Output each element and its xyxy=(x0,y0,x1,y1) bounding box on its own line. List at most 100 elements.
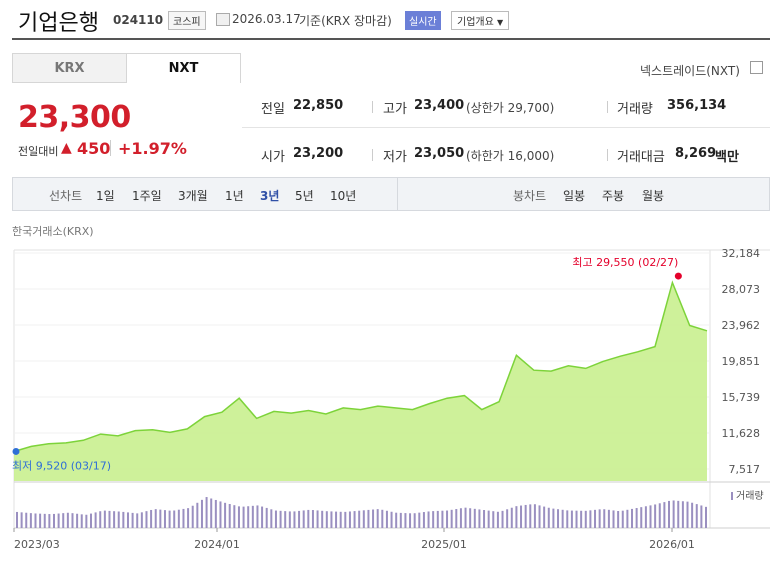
volume-bar xyxy=(29,513,32,528)
tab-krx[interactable]: KRX xyxy=(12,53,127,83)
volume-bar xyxy=(668,500,671,528)
x-tick-label: 2024/01 xyxy=(194,538,240,551)
volume-bar xyxy=(251,505,254,528)
volume-bar xyxy=(265,507,268,528)
volume-bar xyxy=(219,501,222,528)
volume-bar xyxy=(237,506,240,528)
stock-code: 024110 xyxy=(113,13,164,27)
volume-bar xyxy=(598,509,601,528)
volume-bar xyxy=(589,510,592,528)
candle-monthly[interactable]: 월봉 xyxy=(642,189,665,203)
volume-bar xyxy=(311,510,314,528)
divider xyxy=(372,149,373,161)
open-label: 시가 xyxy=(261,150,285,165)
divider xyxy=(397,178,398,210)
volume-bar xyxy=(691,502,694,528)
volume-bar xyxy=(80,514,83,528)
volume-bar xyxy=(547,507,550,528)
divider xyxy=(607,101,608,113)
volume-bar xyxy=(700,505,703,528)
volume-bar xyxy=(432,511,435,528)
period-3y[interactable]: 3년 xyxy=(260,189,280,203)
volume-bar xyxy=(136,513,139,528)
realtime-button[interactable]: 실시간 xyxy=(405,11,441,30)
volume-bar xyxy=(409,513,412,528)
current-price: 23,300 xyxy=(18,100,131,135)
volume-bar xyxy=(191,505,194,528)
company-info-label: 기업개요 xyxy=(457,17,494,28)
volume-bar xyxy=(469,508,472,528)
volume-legend-swatch xyxy=(731,492,733,500)
volume-bar xyxy=(372,509,375,528)
nextrade-checkbox[interactable] xyxy=(750,61,763,74)
volume-bar xyxy=(594,509,597,528)
volume-bar xyxy=(168,510,171,528)
x-tick-label: 2025/01 xyxy=(421,538,467,551)
volume-bar xyxy=(607,509,610,528)
volume-bar xyxy=(658,503,661,528)
chevron-down-icon: ▼ xyxy=(497,18,504,27)
period-1d[interactable]: 1일 xyxy=(96,189,115,203)
volume-bar xyxy=(205,497,208,528)
volume-bar xyxy=(395,512,398,528)
change-amount: 450 xyxy=(77,139,111,158)
volume-bar xyxy=(427,511,430,528)
volume-bar xyxy=(404,513,407,528)
volume-bar xyxy=(529,504,532,528)
volume-bar xyxy=(274,510,277,528)
volume-bar xyxy=(330,511,333,528)
volume-bar xyxy=(677,500,680,528)
up-arrow-icon: ▲ xyxy=(61,140,72,156)
x-tick-label: 2023/03 xyxy=(14,538,60,551)
candle-daily[interactable]: 일봉 xyxy=(563,189,586,203)
volume-bar xyxy=(16,511,18,528)
volume-bar xyxy=(99,511,102,528)
lower-limit: (하한가 16,000) xyxy=(466,149,555,163)
volume-bar xyxy=(154,509,157,528)
candle-chart-label: 봉차트 xyxy=(513,189,547,203)
calendar-icon xyxy=(216,13,230,26)
volume-bar xyxy=(233,505,236,528)
volume-bar xyxy=(390,511,393,528)
volume-bar xyxy=(413,513,416,528)
y-tick-label: 7,517 xyxy=(729,463,761,476)
period-1w[interactable]: 1주일 xyxy=(132,189,162,203)
y-tick-label: 15,739 xyxy=(722,391,761,404)
volume-bar xyxy=(126,512,129,528)
volume-bar xyxy=(492,511,495,528)
volume-bar xyxy=(446,510,449,528)
period-10y[interactable]: 10년 xyxy=(330,189,357,203)
price-area xyxy=(14,282,707,481)
high-value: 23,400 xyxy=(414,98,465,113)
period-5y[interactable]: 5년 xyxy=(295,189,314,203)
volume-bar xyxy=(66,512,69,528)
volume-bar xyxy=(510,507,513,528)
volume-bar xyxy=(228,503,231,528)
volume-bar xyxy=(210,498,213,528)
period-3m[interactable]: 3개월 xyxy=(178,189,208,203)
volume-bar xyxy=(626,509,629,528)
volume-bar xyxy=(487,510,490,528)
volume-bar xyxy=(288,511,291,528)
change-percent: +1.97% xyxy=(118,139,187,158)
volume-bar xyxy=(464,507,467,528)
header-divider xyxy=(12,38,770,40)
candle-weekly[interactable]: 주봉 xyxy=(602,189,625,203)
volume-bar xyxy=(381,509,384,528)
volume-label: 거래량 xyxy=(617,102,653,117)
volume-bar xyxy=(557,509,560,528)
volume-bar xyxy=(335,511,338,528)
period-1y[interactable]: 1년 xyxy=(225,189,244,203)
volume-bar xyxy=(663,502,666,528)
market-badge: 코스피 xyxy=(168,11,206,30)
volume-bar xyxy=(520,505,523,528)
min-label: 최저 9,520 (03/17) xyxy=(12,459,111,472)
volume-bar xyxy=(575,510,578,528)
volume-bar xyxy=(25,512,28,528)
volume-bar xyxy=(705,506,707,528)
tab-nxt[interactable]: NXT xyxy=(126,53,241,83)
volume-bar xyxy=(640,507,643,528)
volume-bar xyxy=(399,512,402,528)
company-info-button[interactable]: 기업개요 ▼ xyxy=(451,11,510,30)
